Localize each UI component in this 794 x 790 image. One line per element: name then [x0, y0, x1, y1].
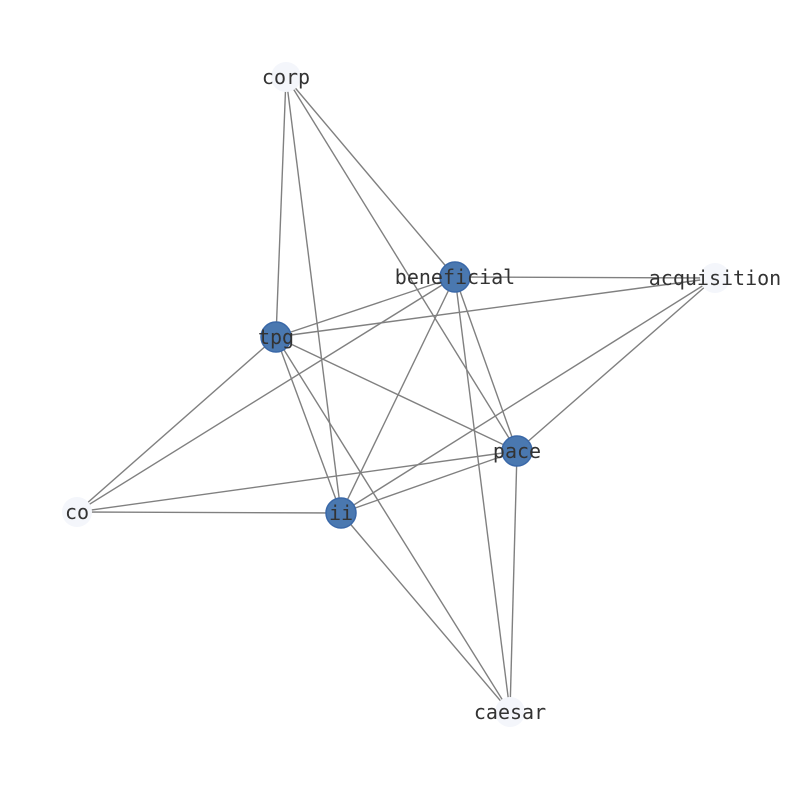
node-label-caesar: caesar	[474, 700, 546, 724]
node-label-corp: corp	[262, 65, 310, 89]
edge-tpg-pace	[275, 336, 518, 452]
node-label-acquisition: acquisition	[649, 266, 781, 290]
edge-beneficial-tpg	[275, 276, 456, 338]
node-label-tpg: tpg	[258, 325, 294, 349]
edge-acquisition-ii	[340, 277, 716, 514]
node-label-beneficial: beneficial	[395, 265, 515, 289]
edge-beneficial-pace	[454, 276, 518, 452]
edge-pace-co	[76, 450, 518, 513]
edge-tpg-co	[76, 336, 277, 513]
edge-pace-ii	[340, 450, 518, 514]
edge-beneficial-caesar	[454, 276, 511, 713]
labels-layer: corp beneficial acquisition tpg pace co ii caes…	[65, 65, 781, 724]
edge-co-ii	[76, 511, 342, 514]
node-beneficial[interactable]	[439, 261, 471, 293]
edge-corp-beneficial	[285, 76, 456, 278]
edge-corp-pace	[285, 76, 518, 452]
edge-tpg-caesar	[275, 336, 511, 713]
node-label-pace: pace	[493, 439, 541, 463]
edge-tpg-ii	[275, 336, 342, 514]
node-tpg[interactable]	[260, 321, 292, 353]
edge-pace-caesar	[509, 450, 518, 713]
edge-corp-ii	[285, 76, 342, 514]
nodes-layer	[62, 62, 730, 727]
node-co[interactable]	[62, 497, 92, 527]
edge-beneficial-acquisition	[454, 276, 716, 279]
node-label-co: co	[65, 500, 89, 524]
edge-corp-tpg	[275, 76, 287, 338]
edge-acquisition-pace	[516, 277, 716, 452]
edge-acquisition-tpg	[275, 277, 716, 338]
edge-ii-caesar	[340, 512, 511, 713]
node-ii[interactable]	[325, 497, 357, 529]
node-acquisition[interactable]	[700, 263, 730, 293]
edges-layer	[76, 76, 716, 713]
node-caesar[interactable]	[495, 697, 525, 727]
edge-beneficial-co	[76, 276, 456, 513]
node-corp[interactable]	[271, 62, 301, 92]
node-label-ii: ii	[329, 501, 353, 525]
node-pace[interactable]	[501, 435, 533, 467]
